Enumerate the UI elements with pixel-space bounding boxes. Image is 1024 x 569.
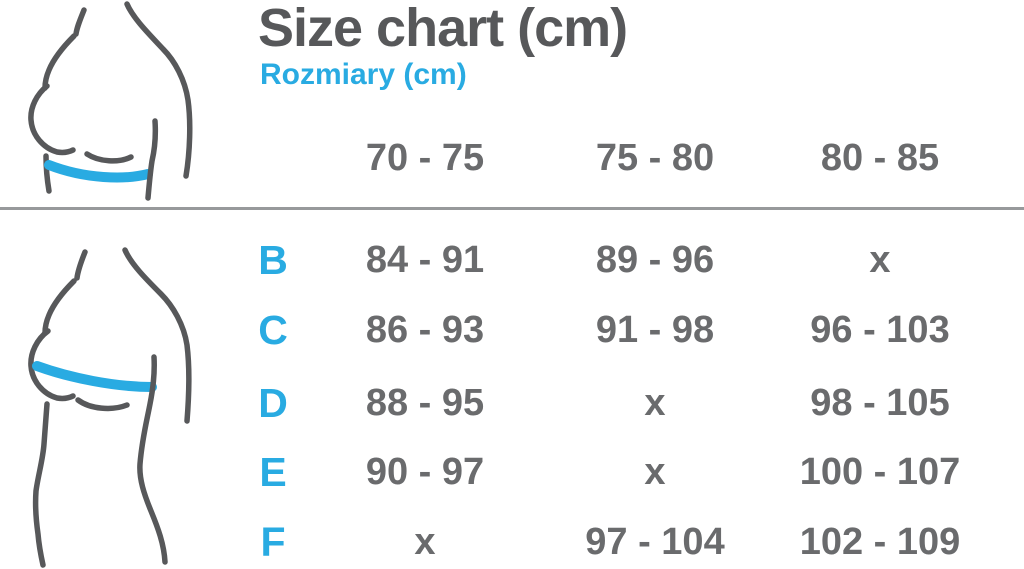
torso-underbust-curve (84, 151, 134, 164)
underbust-band-highlight (44, 160, 153, 183)
bust-band-highlight (32, 361, 157, 392)
column-header-75-80: 75 - 80 (595, 137, 715, 179)
table-cell: 91 - 98 (595, 309, 715, 351)
column-header-80-85: 80 - 85 (820, 137, 940, 179)
size-letter-f: F (260, 519, 286, 565)
table-cell: x (414, 521, 436, 563)
table-cell: 88 - 95 (365, 382, 485, 424)
size-letter-c: C (258, 307, 288, 353)
torso-underbust-curve (75, 397, 130, 412)
page-title: Size chart (cm) (258, 0, 628, 58)
torso-shoulder-line (42, 278, 77, 336)
torso-front-side-line (137, 354, 168, 565)
section-divider (0, 207, 1024, 210)
table-cell: 90 - 97 (365, 451, 485, 493)
torso-neck-line (73, 7, 87, 37)
torso-breast-line (28, 83, 76, 156)
torso-back-line (122, 247, 192, 424)
table-cell: 84 - 91 (365, 239, 485, 281)
table-cell: 102 - 109 (799, 521, 961, 563)
torso-front-line (145, 118, 159, 201)
torso-breast-line (28, 328, 76, 402)
torso-neck-line (74, 249, 88, 281)
size-letter-b: B (258, 237, 288, 283)
size-letter-e: E (259, 449, 287, 495)
table-cell: 86 - 93 (365, 309, 485, 351)
torso-left-lower-line (43, 153, 52, 194)
table-cell: 97 - 104 (585, 521, 725, 563)
underbust-measure-figure (28, 1, 193, 201)
table-cell: x (869, 239, 891, 281)
column-header-70-75: 70 - 75 (365, 137, 485, 179)
table-cell: x (644, 451, 666, 493)
table-cell: x (644, 382, 666, 424)
bust-measure-figure (28, 247, 192, 568)
table-cell: 89 - 96 (595, 239, 715, 281)
torso-left-side-line (32, 401, 50, 568)
torso-back-line (124, 1, 193, 179)
table-cell: 100 - 107 (799, 451, 961, 493)
size-letter-d: D (258, 380, 288, 426)
table-cell: 96 - 103 (810, 309, 950, 351)
page-subtitle: Rozmiary (cm) (260, 58, 467, 91)
torso-shoulder-line (42, 33, 77, 91)
table-cell: 98 - 105 (810, 382, 950, 424)
